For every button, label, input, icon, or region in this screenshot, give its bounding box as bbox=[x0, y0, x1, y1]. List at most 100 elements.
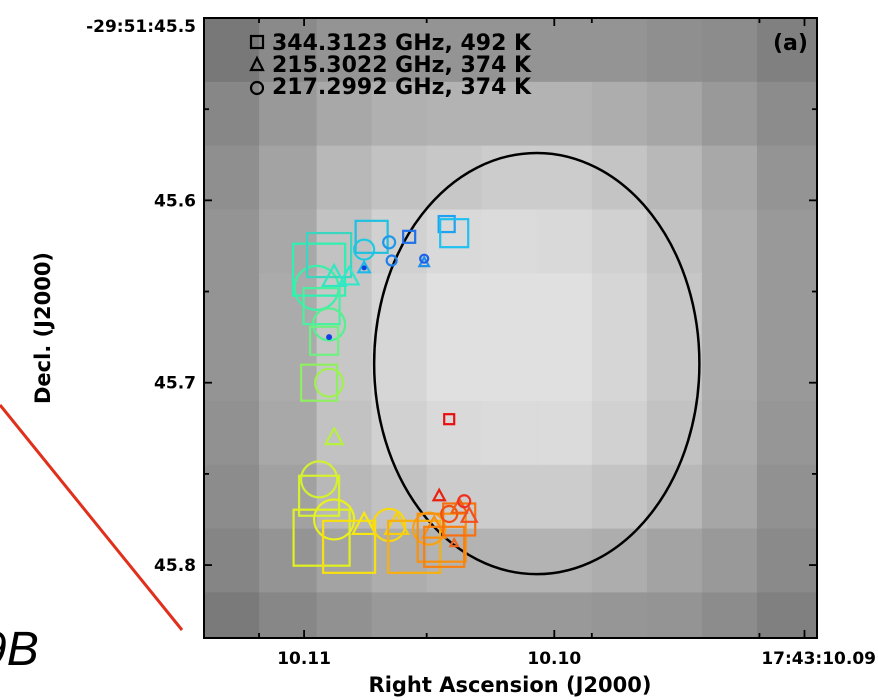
pointer-line bbox=[0, 404, 184, 631]
background-cell bbox=[756, 145, 817, 211]
background-cell bbox=[204, 81, 260, 147]
data-point-square bbox=[302, 287, 341, 326]
background-cell bbox=[426, 400, 483, 466]
background-cell bbox=[591, 464, 648, 530]
background-cell bbox=[204, 337, 260, 402]
background-cell bbox=[756, 337, 817, 402]
background-cell bbox=[426, 337, 483, 402]
background-cell bbox=[204, 528, 260, 594]
background-cell bbox=[371, 592, 428, 638]
legend-label-2: 215.3022 GHz, 374 K bbox=[272, 53, 532, 78]
data-point-square bbox=[297, 474, 341, 517]
data-point-square bbox=[402, 229, 417, 244]
background-cell bbox=[646, 400, 703, 466]
legend-label-1: 344.3123 GHz, 492 K bbox=[272, 31, 532, 56]
y-tick-label: 45.7 bbox=[154, 374, 196, 394]
data-point-square bbox=[439, 218, 470, 249]
y-axis-label: Decl. (J2000) bbox=[31, 252, 55, 404]
background-cell bbox=[756, 81, 817, 147]
background-cell bbox=[481, 337, 538, 402]
background-cell bbox=[536, 273, 593, 338]
data-point-circle bbox=[314, 367, 345, 398]
background-cell bbox=[316, 145, 373, 211]
legend: 344.3123 GHz, 492 K 215.3022 GHz, 374 K … bbox=[249, 31, 532, 100]
background-image bbox=[204, 18, 817, 638]
data-point-triangle bbox=[431, 487, 447, 502]
background-cell bbox=[646, 18, 703, 83]
background-cell bbox=[259, 337, 318, 402]
background-cell bbox=[756, 273, 817, 338]
data-point-circle bbox=[457, 494, 472, 509]
data-point-triangle bbox=[356, 259, 372, 274]
background-cell bbox=[204, 464, 260, 530]
background-cell bbox=[371, 400, 428, 466]
background-cell bbox=[259, 273, 318, 338]
background-cell bbox=[259, 145, 318, 211]
background-cell bbox=[701, 400, 758, 466]
data-point-triangle bbox=[459, 505, 479, 523]
data-point-circle bbox=[382, 235, 397, 250]
background-cell bbox=[426, 81, 483, 147]
background-cell bbox=[481, 592, 538, 638]
background-cell bbox=[646, 145, 703, 211]
background-cell bbox=[701, 273, 758, 338]
x-tick-label: 17:43:10.09 bbox=[761, 649, 876, 669]
data-point-square bbox=[437, 214, 456, 234]
data-point-dot bbox=[361, 265, 367, 271]
background-cell bbox=[591, 528, 648, 594]
background-cell bbox=[259, 400, 318, 466]
data-point-triangle bbox=[320, 262, 348, 288]
background-cell bbox=[316, 18, 373, 83]
background-cell bbox=[591, 273, 648, 338]
background-cell bbox=[259, 81, 318, 147]
legend-triangle-icon bbox=[249, 55, 265, 72]
y-tick-label: -29:51:45.5 bbox=[86, 17, 196, 37]
background-cell bbox=[536, 464, 593, 530]
background-cell bbox=[204, 400, 260, 466]
background-cell bbox=[204, 273, 260, 338]
background-cell bbox=[701, 592, 758, 638]
data-point-circle bbox=[412, 511, 447, 546]
background-cell bbox=[591, 209, 648, 274]
x-tick-label: 10.11 bbox=[277, 649, 331, 669]
background-cell bbox=[756, 592, 817, 638]
background-cell bbox=[426, 273, 483, 338]
background-cell bbox=[259, 528, 318, 594]
background-cell bbox=[591, 592, 648, 638]
background-cell bbox=[204, 18, 260, 83]
background-cell bbox=[536, 18, 593, 83]
data-point-triangle bbox=[383, 510, 410, 536]
background-cell bbox=[371, 145, 428, 211]
background-cell bbox=[756, 528, 817, 594]
background-cell bbox=[316, 592, 373, 638]
ellipse-outline bbox=[372, 151, 701, 576]
background-cell bbox=[756, 400, 817, 466]
background-cell bbox=[701, 337, 758, 402]
background-cell bbox=[701, 18, 758, 83]
legend-circle-icon bbox=[249, 80, 265, 96]
background-cell bbox=[536, 528, 593, 594]
y-tick-label: 45.8 bbox=[154, 556, 196, 576]
background-cell bbox=[204, 592, 260, 638]
background-cell bbox=[646, 592, 703, 638]
legend-square-icon bbox=[249, 34, 265, 50]
background-cell bbox=[481, 209, 538, 274]
background-cell bbox=[536, 400, 593, 466]
data-point-circle bbox=[419, 253, 430, 264]
background-cell bbox=[259, 209, 318, 274]
background-cell bbox=[259, 592, 318, 638]
background-cell bbox=[371, 337, 428, 402]
data-point-triangle bbox=[448, 536, 460, 548]
background-cell bbox=[481, 528, 538, 594]
background-cell bbox=[316, 400, 373, 466]
x-axis-label: Right Ascension (J2000) bbox=[369, 673, 652, 697]
background-cell bbox=[371, 81, 428, 147]
data-point-dot bbox=[326, 334, 333, 341]
marker-layer bbox=[291, 214, 479, 574]
data-point-square bbox=[291, 242, 347, 297]
background-cell bbox=[481, 18, 538, 83]
data-point-square bbox=[299, 363, 339, 402]
background-cell bbox=[481, 464, 538, 530]
background-cell bbox=[204, 145, 260, 211]
